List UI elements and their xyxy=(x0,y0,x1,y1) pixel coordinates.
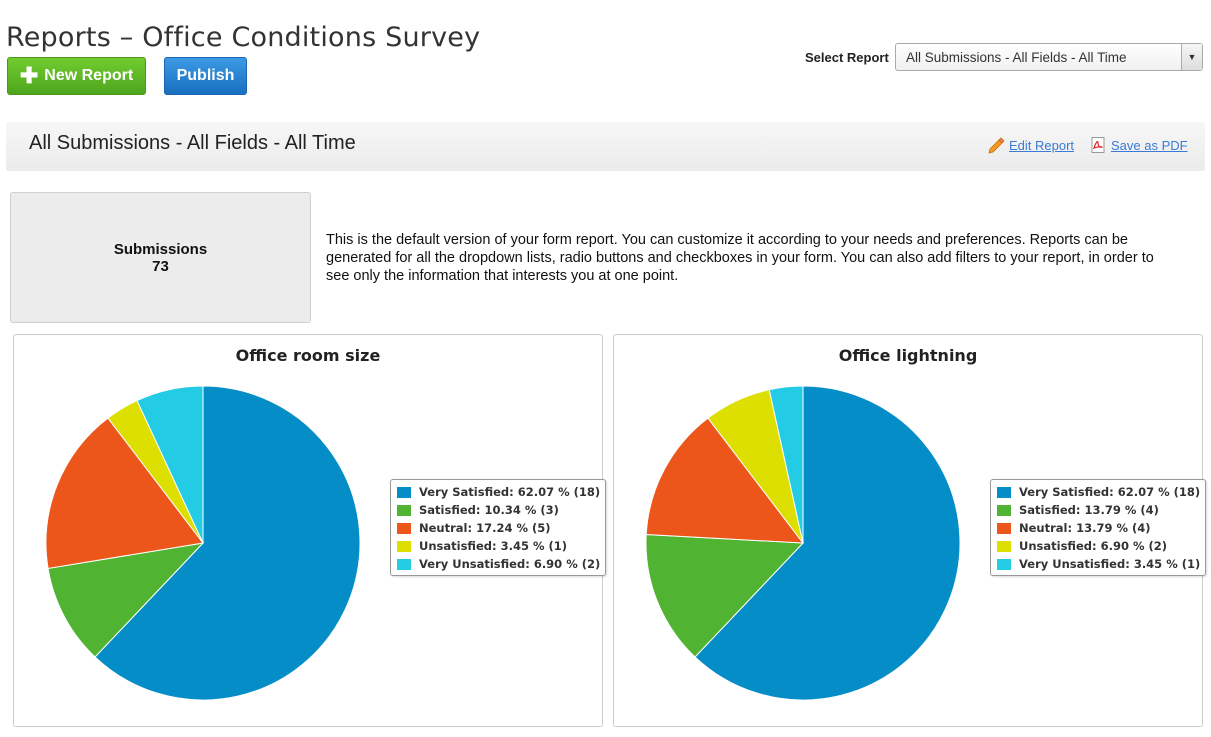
submissions-summary: Submissions 73 xyxy=(10,192,311,323)
legend-label: Very Satisfied: 62.07 % (18) xyxy=(419,485,601,499)
report-title: All Submissions - All Fields - All Time xyxy=(29,132,356,154)
legend-label: Satisfied: 13.79 % (4) xyxy=(1019,503,1159,517)
legend-swatch xyxy=(997,540,1011,552)
chart-legend: Very Satisfied: 62.07 % (18) Satisfied: 1… xyxy=(390,479,607,576)
legend-swatch xyxy=(397,486,411,498)
new-report-label: New Report xyxy=(44,67,134,84)
legend-item[interactable]: Very Unsatisfied: 3.45 % (1) xyxy=(997,555,1200,573)
publish-button[interactable]: Publish xyxy=(164,57,247,95)
legend-item[interactable]: Satisfied: 13.79 % (4) xyxy=(997,501,1200,519)
chart-title: Office room size xyxy=(236,346,381,365)
legend-swatch xyxy=(397,540,411,552)
pie-slice-very-unsatisfied[interactable] xyxy=(768,385,804,544)
chart-legend: Very Satisfied: 62.07 % (18) Satisfied: 1… xyxy=(990,479,1207,576)
legend-label: Unsatisfied: 6.90 % (2) xyxy=(1019,539,1167,553)
report-header-bar: All Submissions - All Fields - All Time … xyxy=(6,122,1205,171)
legend-item[interactable]: Unsatisfied: 6.90 % (2) xyxy=(997,537,1200,555)
legend-swatch xyxy=(397,558,411,570)
legend-item[interactable]: Neutral: 13.79 % (4) xyxy=(997,519,1200,537)
pdf-icon[interactable] xyxy=(1089,136,1107,159)
legend-item[interactable]: Very Unsatisfied: 6.90 % (2) xyxy=(397,555,600,573)
report-description: This is the default version of your form… xyxy=(326,232,1154,284)
legend-label: Unsatisfied: 3.45 % (1) xyxy=(419,539,567,553)
legend-swatch xyxy=(997,558,1011,570)
save-as-pdf-link[interactable]: Save as PDF xyxy=(1111,138,1188,153)
chart-title: Office lightning xyxy=(839,346,978,365)
legend-label: Very Satisfied: 62.07 % (18) xyxy=(1019,485,1201,499)
legend-label: Neutral: 17.24 % (5) xyxy=(419,521,551,535)
legend-item[interactable]: Satisfied: 10.34 % (3) xyxy=(397,501,600,519)
legend-item[interactable]: Unsatisfied: 3.45 % (1) xyxy=(397,537,600,555)
pie-chart: Office room size xyxy=(45,346,381,701)
select-report-dropdown[interactable]: All Submissions - All Fields - All Time … xyxy=(895,43,1203,71)
submissions-count: 73 xyxy=(152,257,169,275)
edit-report-link[interactable]: Edit Report xyxy=(1009,138,1075,153)
pie-slice-neutral[interactable] xyxy=(645,417,805,544)
legend-item[interactable]: Very Satisfied: 62.07 % (18) xyxy=(997,483,1200,501)
plus-icon: ✚ xyxy=(19,63,39,88)
chart-office-lightning: Office lightning Very Satisfied: 62.07 %… xyxy=(613,334,1207,727)
legend-swatch xyxy=(397,522,411,534)
page-title: Reports – Office Conditions Survey xyxy=(6,22,481,54)
legend-swatch xyxy=(997,504,1011,516)
legend-label: Satisfied: 10.34 % (3) xyxy=(419,503,559,517)
legend-label: Very Unsatisfied: 6.90 % (2) xyxy=(419,557,601,571)
pie-slice-neutral[interactable] xyxy=(45,417,204,570)
submissions-label: Submissions xyxy=(113,240,208,258)
pie-slice-very-satisfied[interactable] xyxy=(694,385,961,701)
legend-swatch xyxy=(997,522,1011,534)
pie-slice-very-unsatisfied[interactable] xyxy=(136,385,204,544)
legend-swatch xyxy=(997,486,1011,498)
pie-slice-satisfied[interactable] xyxy=(645,533,805,658)
select-report-value: All Submissions - All Fields - All Time xyxy=(906,50,1127,65)
select-report-label: Select Report xyxy=(805,50,889,65)
pie-slice-very-satisfied[interactable] xyxy=(94,385,361,701)
pencil-icon[interactable] xyxy=(987,136,1005,159)
legend-item[interactable]: Very Satisfied: 62.07 % (18) xyxy=(397,483,600,501)
legend-label: Very Unsatisfied: 3.45 % (1) xyxy=(1019,557,1201,571)
chart-office-room-size: Office room size Very Satisfied: 62.07 %… xyxy=(13,334,607,727)
legend-swatch xyxy=(397,504,411,516)
pie-chart: Office lightning xyxy=(645,346,978,701)
legend-item[interactable]: Neutral: 17.24 % (5) xyxy=(397,519,600,537)
legend-label: Neutral: 13.79 % (4) xyxy=(1019,521,1151,535)
new-report-button[interactable]: ✚ New Report xyxy=(7,57,146,95)
chevron-down-icon[interactable]: ▼ xyxy=(1181,44,1202,70)
pie-slice-satisfied[interactable] xyxy=(47,542,205,658)
